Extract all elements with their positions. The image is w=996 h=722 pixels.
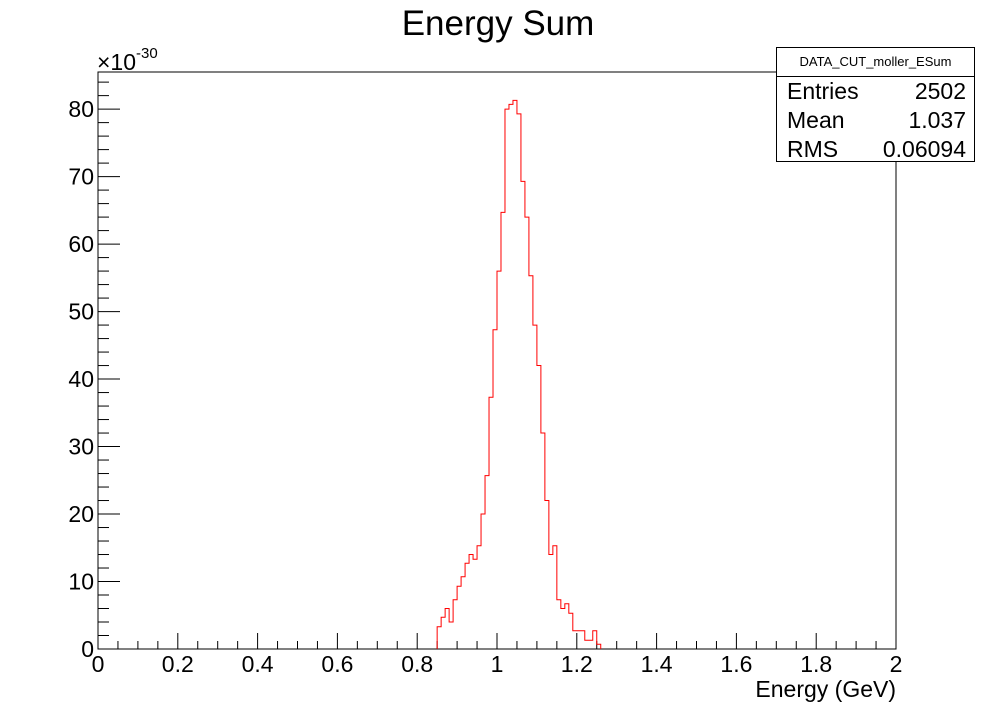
x-axis-ticks: 0 0.2 0.4 0.6 0.8 1 1.2 1.4 1.6 1.8 2 bbox=[92, 633, 903, 677]
stats-box-title: DATA_CUT_moller_ESum bbox=[777, 48, 974, 77]
y-tick-label: 80 bbox=[68, 96, 94, 122]
y-tick-label: 10 bbox=[68, 569, 94, 595]
entries-label: Entries bbox=[787, 78, 859, 104]
mean-label: Mean bbox=[787, 107, 845, 133]
histogram-series bbox=[436, 99, 602, 649]
y-tick-label: 30 bbox=[68, 434, 94, 460]
x-tick-label: 1.6 bbox=[720, 651, 752, 677]
stats-box: DATA_CUT_moller_ESum Entries 2502 Mean 1… bbox=[776, 47, 975, 162]
x-axis-label: Energy (GeV) bbox=[755, 676, 896, 702]
rms-label: RMS bbox=[787, 136, 839, 162]
chart-title: Energy Sum bbox=[402, 4, 595, 43]
y-tick-label: 70 bbox=[68, 164, 94, 190]
x-tick-label: 1.4 bbox=[641, 651, 673, 677]
mean-value: 1.037 bbox=[908, 107, 966, 133]
y-tick-label: 0 bbox=[81, 636, 94, 662]
y-tick-label: 40 bbox=[68, 366, 94, 392]
x-tick-label: 0.6 bbox=[321, 651, 353, 677]
y-exponent-label: ×10-30 bbox=[97, 45, 158, 75]
rms-value: 0.06094 bbox=[882, 136, 966, 162]
x-tick-label: 0.8 bbox=[401, 651, 433, 677]
x-tick-label: 1.8 bbox=[800, 651, 832, 677]
y-tick-label: 20 bbox=[68, 501, 94, 527]
x-tick-label: 2 bbox=[890, 651, 903, 677]
x-tick-label: 1.2 bbox=[561, 651, 593, 677]
stats-rms-row: RMS 0.06094 bbox=[777, 135, 974, 164]
x-tick-label: 1 bbox=[491, 651, 504, 677]
stats-entries-row: Entries 2502 bbox=[777, 77, 974, 106]
stats-mean-row: Mean 1.037 bbox=[777, 106, 974, 135]
y-tick-label: 50 bbox=[68, 299, 94, 325]
x-tick-label: 0 bbox=[92, 651, 105, 677]
entries-value: 2502 bbox=[914, 78, 966, 104]
y-tick-label: 60 bbox=[68, 231, 94, 257]
y-axis-ticks: 0 10 20 30 40 50 60 70 80 bbox=[68, 81, 120, 662]
x-tick-label: 0.4 bbox=[242, 651, 274, 677]
x-tick-label: 0.2 bbox=[162, 651, 194, 677]
